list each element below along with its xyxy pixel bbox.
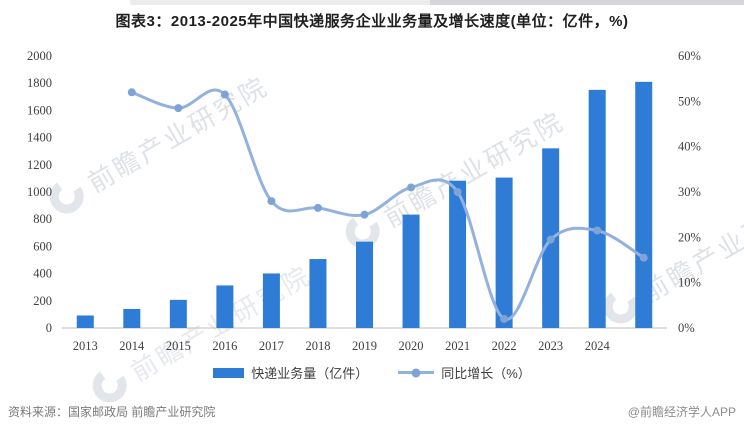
svg-text:40%: 40% (678, 140, 701, 154)
bar (216, 285, 234, 328)
bar (635, 81, 653, 328)
svg-text:400: 400 (33, 267, 52, 281)
svg-text:30%: 30% (678, 185, 701, 199)
bar (76, 315, 94, 328)
svg-text:60%: 60% (678, 49, 701, 63)
svg-text:2022: 2022 (492, 339, 517, 353)
bar (169, 299, 187, 328)
line-marker (313, 203, 322, 212)
bar (449, 180, 467, 328)
svg-text:2014: 2014 (119, 339, 145, 353)
svg-text:2000: 2000 (27, 49, 52, 63)
svg-text:2020: 2020 (399, 339, 424, 353)
svg-text:50%: 50% (678, 94, 701, 108)
svg-text:2021: 2021 (445, 339, 470, 353)
svg-text:2016: 2016 (212, 339, 237, 353)
legend-line-marker (411, 368, 421, 377)
svg-text:200: 200 (33, 294, 52, 308)
svg-text:2019: 2019 (352, 339, 377, 353)
left-axis-ticks: 0 200 400 600 800 1000 1200 1400 1600 1800 2000 (27, 49, 52, 335)
legend-line-swatch (398, 368, 435, 377)
svg-text:0: 0 (46, 321, 52, 335)
svg-text:0%: 0% (678, 321, 695, 335)
line-marker (500, 314, 509, 323)
growth-line (130, 88, 646, 321)
legend-item-volume: 快递业务量（亿件） (213, 363, 368, 382)
chart-footer: 资料来源：国家邮政局 前瞻产业研究院 @前瞻经济学人APP (0, 403, 744, 420)
bar (402, 214, 420, 328)
legend-line-label: 同比增长（%） (441, 366, 531, 381)
svg-text:600: 600 (33, 239, 52, 253)
svg-text:1800: 1800 (27, 76, 52, 90)
line-marker (593, 226, 602, 235)
bar (356, 241, 373, 328)
bar (262, 273, 280, 328)
line-marker (127, 88, 136, 97)
svg-text:2013: 2013 (73, 339, 98, 353)
volume-bars (76, 81, 653, 328)
svg-text:1200: 1200 (27, 158, 52, 172)
source-text: 资料来源：国家邮政局 前瞻产业研究院 (8, 405, 216, 419)
svg-text:10%: 10% (678, 276, 701, 290)
svg-text:800: 800 (33, 212, 52, 226)
svg-text:1000: 1000 (27, 185, 52, 199)
svg-text:2024: 2024 (585, 339, 611, 353)
line-marker (267, 197, 276, 206)
growth-line-markers (127, 88, 648, 323)
chart-legend: 快递业务量（亿件） 同比增长（%） (0, 363, 744, 382)
chart-title: 图表3：2013-2025年中国快递服务企业业务量及增长速度(单位：亿件，%) (115, 13, 629, 30)
line-marker (546, 235, 555, 244)
bar (495, 177, 513, 328)
legend-bar-swatch (213, 367, 245, 378)
line-marker (639, 253, 648, 262)
svg-text:20%: 20% (678, 230, 701, 244)
svg-text:1400: 1400 (27, 131, 52, 145)
bar (309, 259, 327, 328)
credit-text: @前瞻经济学人APP (627, 405, 736, 419)
x-axis-labels: 2013 2014 2015 2016 2017 2018 2019 2020 2021 2022… (73, 339, 611, 353)
line-marker (453, 188, 462, 196)
svg-text:2015: 2015 (166, 339, 191, 353)
line-marker (220, 90, 229, 99)
svg-text:2018: 2018 (305, 339, 330, 353)
line-marker (174, 104, 183, 113)
bar (123, 308, 141, 328)
legend-item-growth: 同比增长（%） (398, 363, 531, 382)
svg-text:2017: 2017 (259, 339, 284, 353)
line-marker (407, 183, 416, 192)
right-axis-ticks: 0% 10% 20% 30% 40% 50% 60% (678, 49, 701, 335)
chart-canvas: 0 200 400 600 800 1000 1200 1400 1600 1800 2000 0% 1… (27, 49, 701, 353)
legend-bar-label: 快递业务量（亿件） (251, 366, 369, 381)
svg-text:2023: 2023 (538, 339, 563, 353)
line-marker (360, 210, 369, 219)
svg-text:1600: 1600 (27, 103, 52, 117)
bar (588, 89, 606, 328)
